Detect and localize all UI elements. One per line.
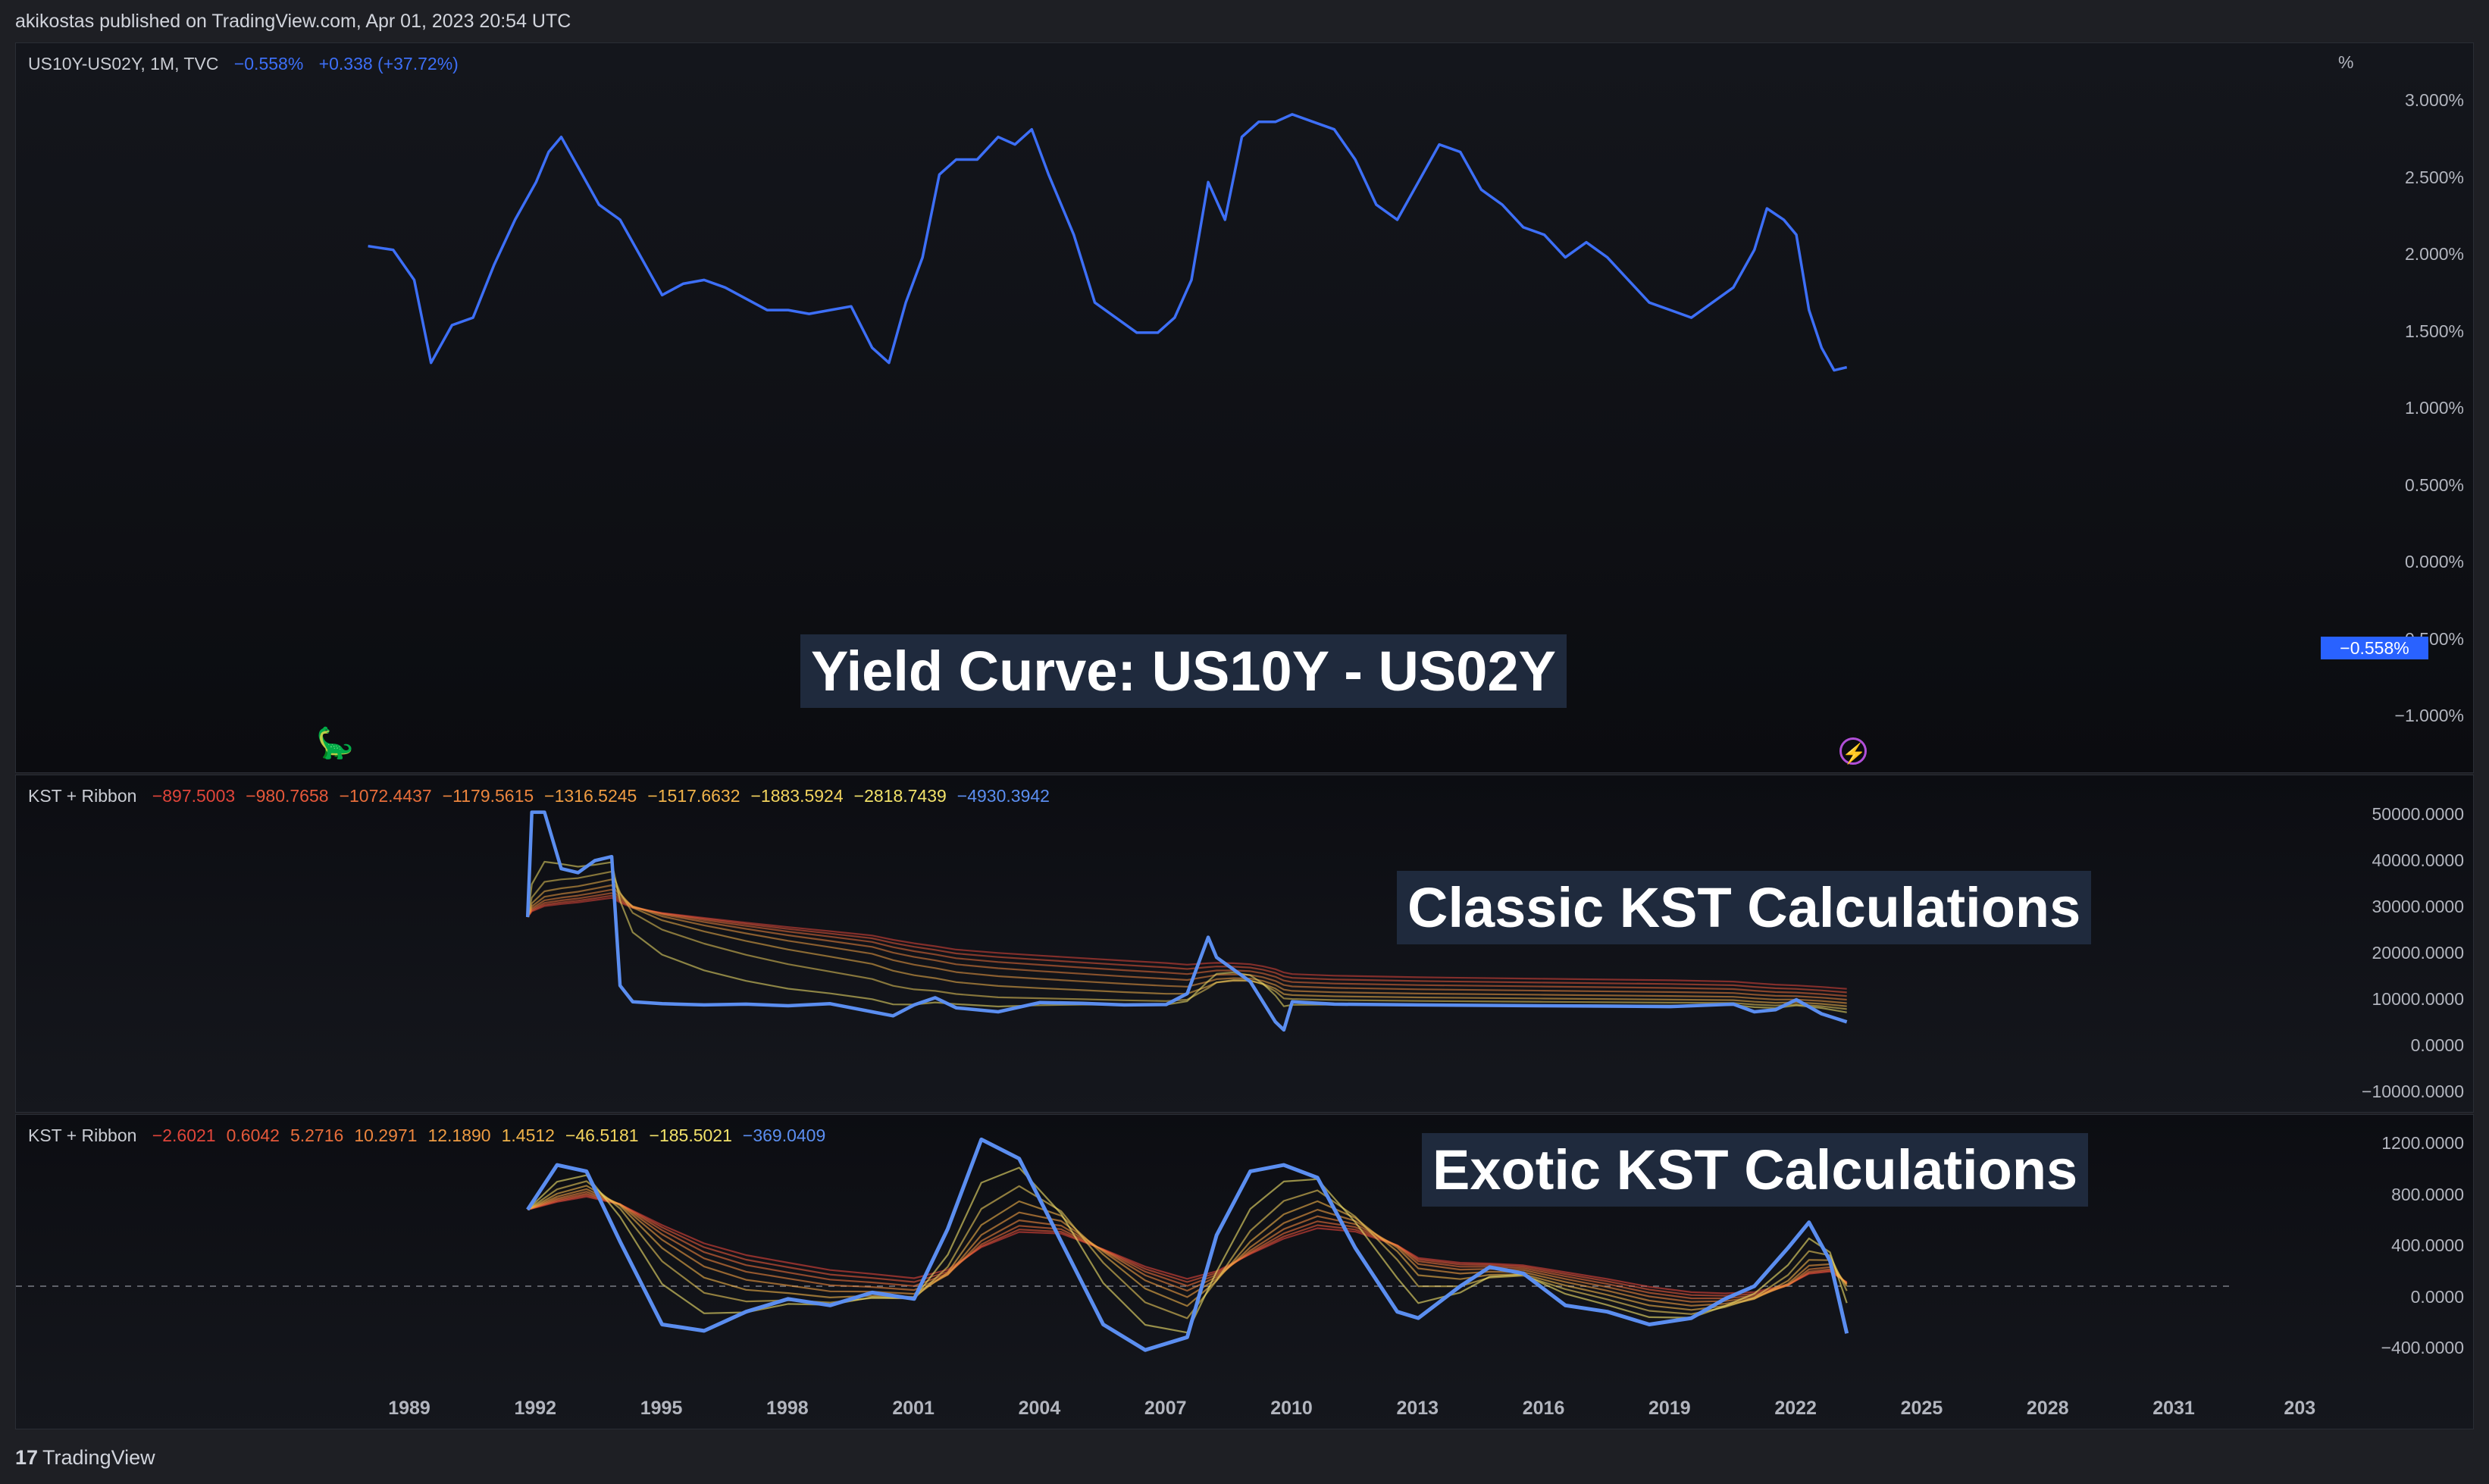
pane2-legend-value-2: −1072.4437 <box>339 786 432 806</box>
pane1-y-tick-4: 1.000% <box>2404 398 2464 418</box>
exotic-kst-title: Exotic KST Calculations <box>1422 1133 2089 1207</box>
pane3-legend-value-6: −46.5181 <box>565 1126 639 1145</box>
classic-kst-pane[interactable]: KST + Ribbon −897.5003 −980.7658 −1072.443… <box>15 775 2474 1113</box>
pane1-y-tick-2: 2.000% <box>2404 244 2464 264</box>
x-tick-2010: 2010 <box>1270 1398 1313 1419</box>
pane2-legend-value-5: −1517.6632 <box>647 786 740 806</box>
yield-curve-pane[interactable]: US10Y-US02Y, 1M, TVC −0.558% +0.338 (+37… <box>15 42 2474 773</box>
yield-curve-plot <box>368 113 1848 372</box>
pane3-legend-value-3: 10.2971 <box>354 1126 418 1145</box>
kst-line <box>526 1137 1849 1352</box>
pane3-legend-value-7: −185.5021 <box>649 1126 732 1145</box>
dino-icon: 🦕 <box>316 727 354 760</box>
pane3-legend-value-8: −369.0409 <box>742 1126 826 1145</box>
pane1-y-tick-0: 3.000% <box>2404 90 2464 110</box>
ribbon-line-8 <box>527 1195 1848 1295</box>
pane1-y-tick-1: 2.500% <box>2404 167 2464 187</box>
x-tick-2004: 2004 <box>1018 1398 1061 1419</box>
pane2-y-tick-0: 50000.0000 <box>2372 804 2464 824</box>
pane3-legend-value-0: −2.6021 <box>152 1126 216 1145</box>
brand-label: TradingView <box>42 1446 155 1469</box>
pane2-legend-value-4: −1316.5245 <box>544 786 637 806</box>
last-value: −0.558% <box>233 54 304 74</box>
pane3-y-tick-3: 0.0000 <box>2410 1286 2464 1307</box>
tradingview-logo[interactable]: 17 TradingView <box>15 1446 155 1469</box>
ribbon-line-7 <box>527 1194 1848 1297</box>
pane1-legend: US10Y-US02Y, 1M, TVC −0.558% +0.338 (+37… <box>28 54 469 74</box>
kst-line <box>525 810 1848 1032</box>
exotic-kst-pane[interactable]: KST + Ribbon −2.6021 0.6042 5.2716 10.2971 1… <box>15 1114 2474 1429</box>
pane3-legend-value-1: 0.6042 <box>226 1126 280 1145</box>
x-tick-1998: 1998 <box>766 1398 809 1419</box>
publish-info: akikostas published on TradingView.com, … <box>15 11 571 32</box>
pane3-legend-value-2: 5.2716 <box>290 1126 344 1145</box>
publish-header: akikostas published on TradingView.com, … <box>0 0 2489 42</box>
pane3-legend-value-4: 12.1890 <box>427 1126 491 1145</box>
pane3-y-tick-4: −400.0000 <box>2381 1338 2464 1357</box>
pane3-y-tick-2: 400.0000 <box>2391 1235 2464 1255</box>
ribbon-line-4 <box>527 1188 1848 1307</box>
pane2-y-tick-3: 20000.0000 <box>2372 943 2464 963</box>
yield-curve-title: Yield Curve: US10Y - US02Y <box>800 634 1567 708</box>
pane2-y-tick-4: 10000.0000 <box>2372 989 2464 1009</box>
x-tick-203: 203 <box>2284 1398 2316 1419</box>
pane3-y-tick-0: 1200.0000 <box>2381 1133 2464 1153</box>
x-tick-1992: 1992 <box>514 1398 557 1419</box>
pane2-legend-value-8: −4930.3942 <box>956 786 1050 806</box>
pane2-legend: KST + Ribbon −897.5003 −980.7658 −1072.443… <box>28 786 1071 806</box>
pane2-y-tick-2: 30000.0000 <box>2372 897 2464 916</box>
x-tick-2016: 2016 <box>1522 1398 1565 1419</box>
pane2-legend-value-6: −1883.5924 <box>750 786 844 806</box>
pane1-y-tick-8: −1.000% <box>2394 706 2464 725</box>
x-tick-2007: 2007 <box>1144 1398 1187 1419</box>
x-tick-2025: 2025 <box>1900 1398 1943 1419</box>
pane2-legend-value-0: −897.5003 <box>152 786 236 806</box>
pane1-y-tick-5: 0.500% <box>2404 474 2464 495</box>
x-tick-1989: 1989 <box>388 1398 430 1419</box>
ribbon-line-2 <box>527 870 1847 1010</box>
change-value: +0.338 (+37.72%) <box>318 54 459 74</box>
pane3-legend: KST + Ribbon −2.6021 0.6042 5.2716 10.2971 1… <box>28 1126 847 1146</box>
ribbon-line-4 <box>527 884 1847 1004</box>
pane2-y-tick-1: 40000.0000 <box>2372 850 2464 870</box>
pane2-legend-value-7: −2818.7439 <box>853 786 947 806</box>
indicator-name: KST + Ribbon <box>28 1126 137 1145</box>
pane2-y-tick-6: −10000.0000 <box>2362 1082 2464 1101</box>
pane2-y-tick-5: 0.0000 <box>2410 1035 2464 1055</box>
x-tick-2019: 2019 <box>1648 1398 1691 1419</box>
x-tick-2022: 2022 <box>1774 1398 1817 1419</box>
x-tick-2001: 2001 <box>892 1398 935 1419</box>
pane1-y-tick-6: 0.000% <box>2404 552 2464 571</box>
x-tick-2028: 2028 <box>2026 1398 2069 1419</box>
pane2-legend-value-1: −980.7658 <box>246 786 329 806</box>
x-tick-2031: 2031 <box>2152 1398 2195 1419</box>
unit-label: % <box>2338 52 2354 72</box>
yield-curve-line <box>368 113 1848 372</box>
classic-kst-title: Classic KST Calculations <box>1397 871 2092 944</box>
x-tick-2013: 2013 <box>1396 1398 1439 1419</box>
footer-bar: 17 TradingView <box>0 1429 2489 1484</box>
exotic-kst-plot <box>16 1137 2229 1352</box>
classic-kst-plot <box>525 810 1848 1032</box>
pane1-y-tick-3: 1.500% <box>2404 321 2464 341</box>
pane3-legend-value-5: 1.4512 <box>501 1126 555 1145</box>
last-price-tag: −0.558% <box>2321 637 2428 659</box>
symbol-label: US10Y-US02Y, 1M, TVC <box>28 54 219 74</box>
x-tick-1995: 1995 <box>640 1398 683 1419</box>
pane2-legend-value-3: −1179.5615 <box>442 786 534 806</box>
lightning-icon[interactable]: ⚡ <box>1839 737 1867 765</box>
indicator-name: KST + Ribbon <box>28 786 137 806</box>
ribbon-line-3 <box>527 1185 1848 1311</box>
ribbon-line-2 <box>527 1180 1848 1320</box>
pane3-y-tick-1: 800.0000 <box>2391 1184 2464 1204</box>
